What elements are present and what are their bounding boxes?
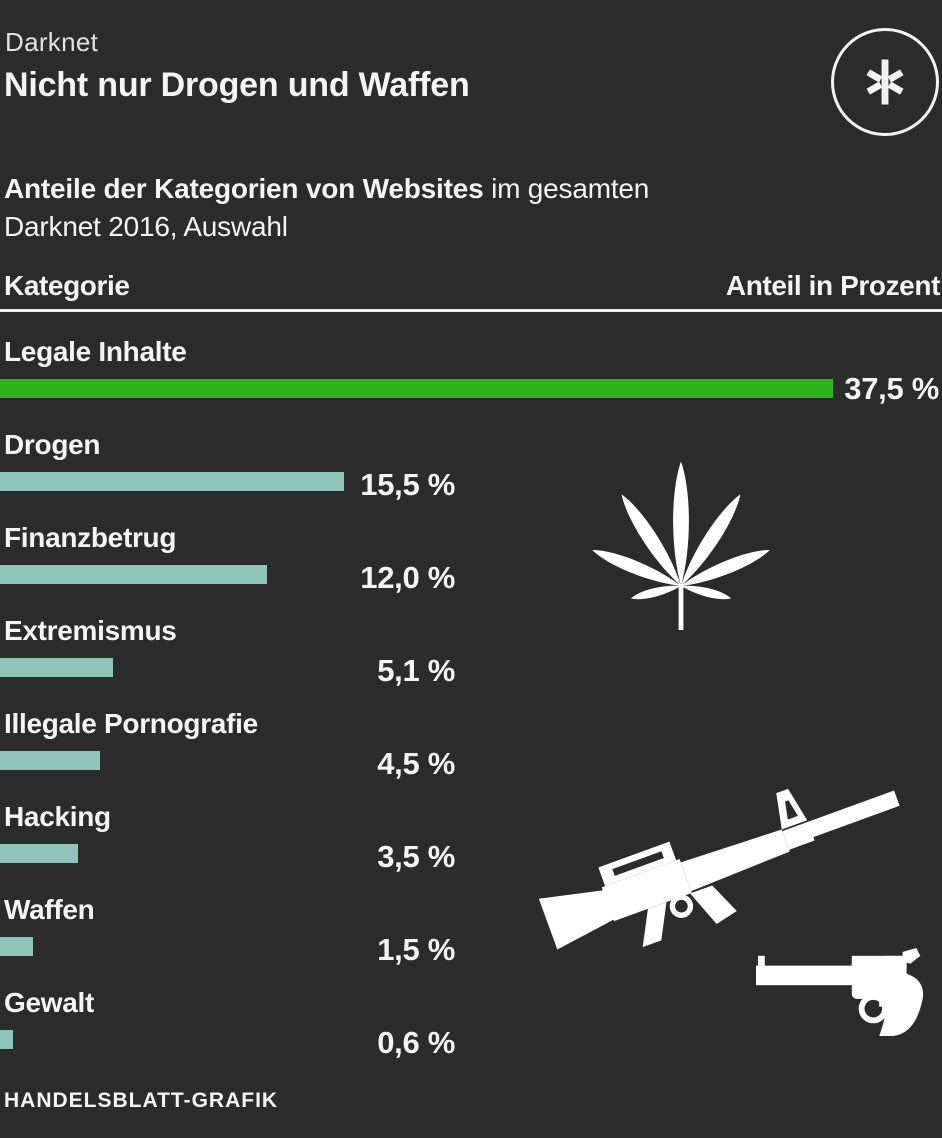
- cannabis-leaf-icon: [592, 461, 770, 630]
- category-label: Extremismus: [4, 615, 177, 646]
- kicker: Darknet: [5, 27, 99, 57]
- category-label: Gewalt: [4, 987, 95, 1018]
- value-label: 5,1 %: [377, 653, 455, 688]
- chart-row: Extremismus 5,1 %: [0, 615, 942, 708]
- category-label: Legale Inhalte: [4, 336, 187, 367]
- chart-title: Nicht nur Drogen und Waffen: [4, 66, 470, 104]
- logo-badge: [831, 28, 939, 136]
- chart-row: Hacking 3,5 %: [0, 801, 942, 894]
- column-header-category: Kategorie: [4, 270, 130, 301]
- header-divider: [0, 309, 942, 312]
- value-label: 4,5 %: [377, 746, 455, 781]
- category-label: Illegale Pornografie: [4, 708, 258, 739]
- source-credit: HANDELSBLATT-GRAFIK: [4, 1089, 279, 1112]
- value-label: 15,5 %: [360, 467, 455, 502]
- chart-row: Legale Inhalte 37,5 %: [0, 336, 942, 429]
- bar: [0, 658, 113, 677]
- category-label: Waffen: [4, 894, 95, 925]
- subtitle-line1: Anteile der Kategorien von Websites im g…: [4, 170, 649, 208]
- column-header-share: Anteil in Prozent: [725, 270, 941, 301]
- value-label: 37,5 %: [844, 371, 939, 406]
- chart-row: Illegale Pornografie 4,5 %: [0, 708, 942, 801]
- bar: [0, 844, 78, 863]
- bar: [0, 472, 344, 491]
- bar: [0, 1030, 13, 1049]
- bar: [0, 565, 267, 584]
- asterisk-icon: [866, 59, 904, 105]
- chart-row: Drogen 15,5 %: [0, 429, 942, 522]
- rifle-icon: [538, 788, 900, 950]
- subtitle: Anteile der Kategorien von Websites im g…: [4, 170, 649, 246]
- subtitle-line2: Darknet 2016, Auswahl: [4, 211, 288, 242]
- category-label: Hacking: [4, 801, 111, 832]
- value-label: 0,6 %: [377, 1025, 455, 1060]
- value-label: 12,0 %: [360, 560, 455, 595]
- value-label: 3,5 %: [377, 839, 455, 874]
- category-label: Drogen: [4, 429, 101, 460]
- chart-row: Gewalt 0,6 %: [0, 987, 942, 1080]
- chart-row: Finanzbetrug 12,0 %: [0, 522, 942, 615]
- value-label: 1,5 %: [377, 932, 455, 967]
- revolver-icon: [756, 948, 924, 1037]
- subtitle-regular: im gesamten: [483, 173, 650, 204]
- category-label: Finanzbetrug: [4, 522, 177, 553]
- subtitle-bold: Anteile der Kategorien von Websites: [4, 173, 484, 204]
- bar: [0, 379, 833, 398]
- bar: [0, 937, 33, 956]
- chart-row: Waffen 1,5 %: [0, 894, 942, 987]
- bar: [0, 751, 100, 770]
